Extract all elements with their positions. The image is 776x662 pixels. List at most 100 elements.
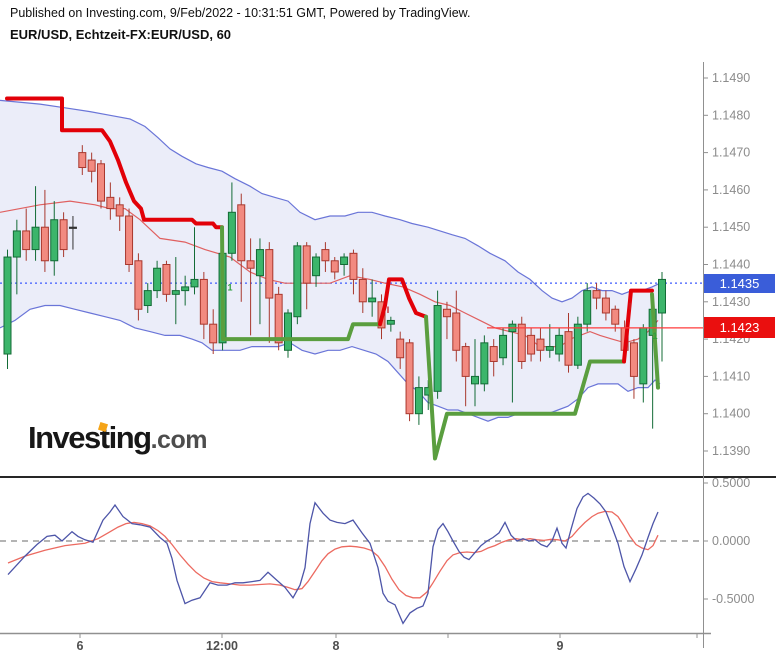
candle-body: [452, 312, 461, 351]
candle-body: [284, 312, 292, 351]
candle-body: [87, 159, 96, 172]
bollinger-mid-line: [0, 200, 659, 348]
candle-body: [199, 278, 208, 325]
candle-body: [573, 323, 582, 366]
candle-body: [78, 152, 87, 169]
candle-body: [302, 245, 311, 284]
trend-segment-green: [220, 225, 382, 342]
candle-body: [274, 293, 283, 344]
price-tick-label: 1.1450: [712, 220, 750, 234]
main-chart-pan-surface[interactable]: [0, 60, 703, 477]
candle-body: [237, 204, 246, 262]
osc-tick-label: 0.0000: [712, 534, 750, 548]
candle-body: [162, 264, 171, 295]
order-marker: 1: [652, 331, 657, 341]
osc-tick-label: 0.5000: [712, 476, 750, 490]
candle-body: [368, 297, 377, 303]
candle-body: [658, 278, 666, 314]
trend-segment-green: [424, 314, 626, 461]
candle-body: [265, 249, 274, 299]
price-tick-label: 1.1460: [712, 183, 750, 197]
candle-body: [115, 204, 124, 217]
candle-body: [321, 249, 330, 262]
candle-body: [255, 249, 264, 277]
candle-body: [134, 260, 143, 310]
candle-body: [97, 163, 105, 202]
candle-body: [293, 245, 302, 318]
reference-price-badge: 1.1423: [704, 317, 775, 339]
candle-body: [499, 334, 508, 359]
candle-body: [246, 260, 255, 269]
bollinger-band-fill: [0, 100, 660, 422]
oscillator-pan-surface[interactable]: [0, 479, 703, 633]
time-tick-label: 6: [77, 639, 84, 653]
trend-segment-red: [378, 277, 428, 327]
candle-body: [68, 226, 77, 229]
candle-body: [386, 319, 395, 325]
candle-body: [611, 308, 620, 325]
time-axis-scale-zone[interactable]: [0, 634, 703, 662]
candle-body: [629, 342, 638, 377]
candle-body: [349, 252, 358, 280]
candle-body: [143, 290, 152, 307]
candle-body: [489, 346, 498, 362]
candle-body: [545, 346, 554, 351]
candle-body: [40, 226, 49, 262]
time-tick-label: 9: [557, 639, 564, 653]
time-tick-label: 12:00: [206, 639, 238, 653]
bollinger-lower-line: [0, 304, 661, 422]
candle-body: [312, 256, 321, 277]
candle-body: [480, 342, 489, 385]
osc-tick-label: -0.5000: [712, 592, 754, 606]
candle-body: [601, 297, 610, 314]
candle-body: [59, 219, 68, 251]
price-tick-label: 1.1470: [712, 146, 750, 160]
watermark-suffix-text: .com: [150, 426, 208, 454]
bollinger-upper-line: [0, 99, 661, 303]
price-tick-label: 1.1410: [712, 369, 750, 383]
last-price-badge: 1.1435: [704, 273, 775, 293]
order-marker: I: [387, 305, 390, 315]
price-tick-label: 1.1400: [712, 407, 750, 421]
candle-body: [153, 267, 162, 292]
candle-body: [209, 323, 218, 344]
candle-body: [405, 342, 414, 415]
order-marker: I: [629, 301, 632, 311]
time-tick-label: 8: [333, 639, 340, 653]
candle-body: [12, 230, 21, 258]
candle-body: [442, 308, 451, 318]
candle-body: [555, 334, 564, 355]
candle-body: [583, 290, 592, 325]
oscillator-fast-line: [7, 492, 659, 625]
candle-body: [358, 278, 367, 303]
candle-body: [181, 286, 190, 292]
candle-body: [171, 290, 180, 295]
candle-body: [414, 387, 423, 415]
price-axis-scale-zone[interactable]: [704, 60, 776, 633]
candle-body: [396, 338, 405, 359]
instrument-title: EUR/USD, Echtzeit-FX:EUR/USD, 60: [10, 27, 232, 42]
candle-body: [340, 256, 349, 266]
published-line: Published on Investing.com, 9/Feb/2022 -…: [10, 6, 471, 20]
price-tick-label: 1.1440: [712, 258, 750, 272]
candle-body: [22, 230, 31, 251]
price-tick-label: 1.1490: [712, 71, 750, 85]
price-tick-label: 1.1390: [712, 444, 750, 458]
candle-body: [592, 290, 601, 299]
candle-body: [106, 196, 115, 210]
candle-body: [125, 215, 134, 265]
order-marker: 1: [227, 283, 232, 293]
investing-watermark: Investing.com: [28, 420, 207, 456]
candle-body: [517, 323, 526, 362]
trend-segment-red: [622, 288, 654, 364]
price-tick-label: 1.1430: [712, 295, 750, 309]
candle-body: [471, 375, 479, 385]
candle-body: [31, 226, 40, 251]
candle-body: [536, 338, 545, 351]
candle-body: [50, 219, 59, 262]
oscillator-signal-line: [7, 510, 659, 599]
candle-body: [461, 346, 470, 377]
candle-body: [3, 256, 12, 355]
